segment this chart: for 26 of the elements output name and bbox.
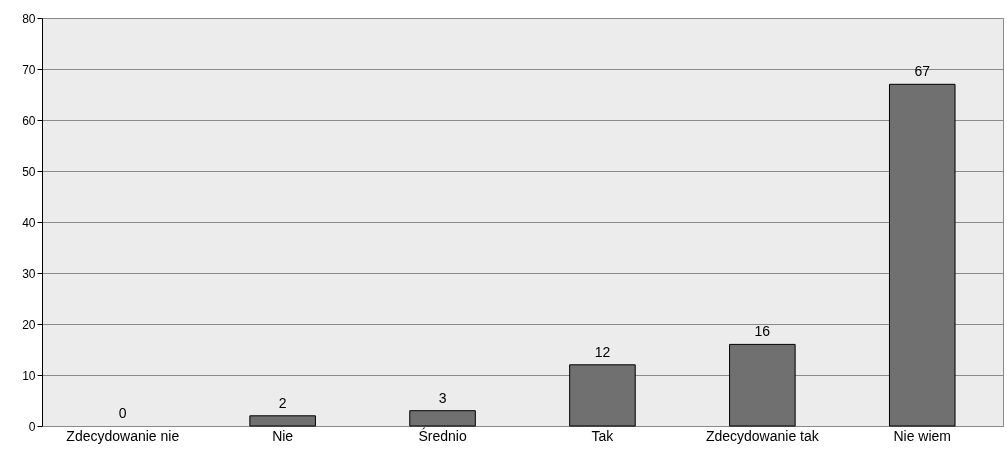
y-tick-label: 50 — [22, 164, 36, 179]
x-tick-label: Nie wiem — [893, 427, 952, 444]
data-label: 16 — [754, 323, 771, 340]
data-label: 12 — [594, 343, 611, 360]
y-tick-label: 10 — [22, 368, 36, 383]
y-tick-label: 0 — [28, 419, 36, 434]
y-tick-label: 20 — [22, 317, 36, 332]
data-label: 67 — [914, 63, 931, 80]
x-tick-label: Zdecydowanie nie — [66, 427, 180, 444]
data-label: 3 — [438, 389, 447, 406]
y-tick-label: 80 — [22, 11, 36, 26]
x-tick-label: Tak — [591, 427, 615, 444]
y-tick-label: 40 — [22, 215, 36, 230]
x-tick-label: Średnio — [418, 426, 467, 444]
data-label: 2 — [278, 394, 287, 411]
bar — [409, 410, 476, 427]
y-tick-label: 60 — [22, 113, 36, 128]
y-tick-label: 70 — [22, 62, 36, 77]
x-tick-label: Zdecydowanie tak — [705, 427, 820, 444]
bar — [249, 415, 316, 427]
data-label: 0 — [118, 405, 127, 421]
bar — [729, 343, 796, 427]
y-tick-label: 30 — [22, 266, 36, 281]
bar — [888, 83, 956, 427]
x-tick-label: Nie — [272, 427, 294, 444]
bar — [569, 364, 636, 427]
